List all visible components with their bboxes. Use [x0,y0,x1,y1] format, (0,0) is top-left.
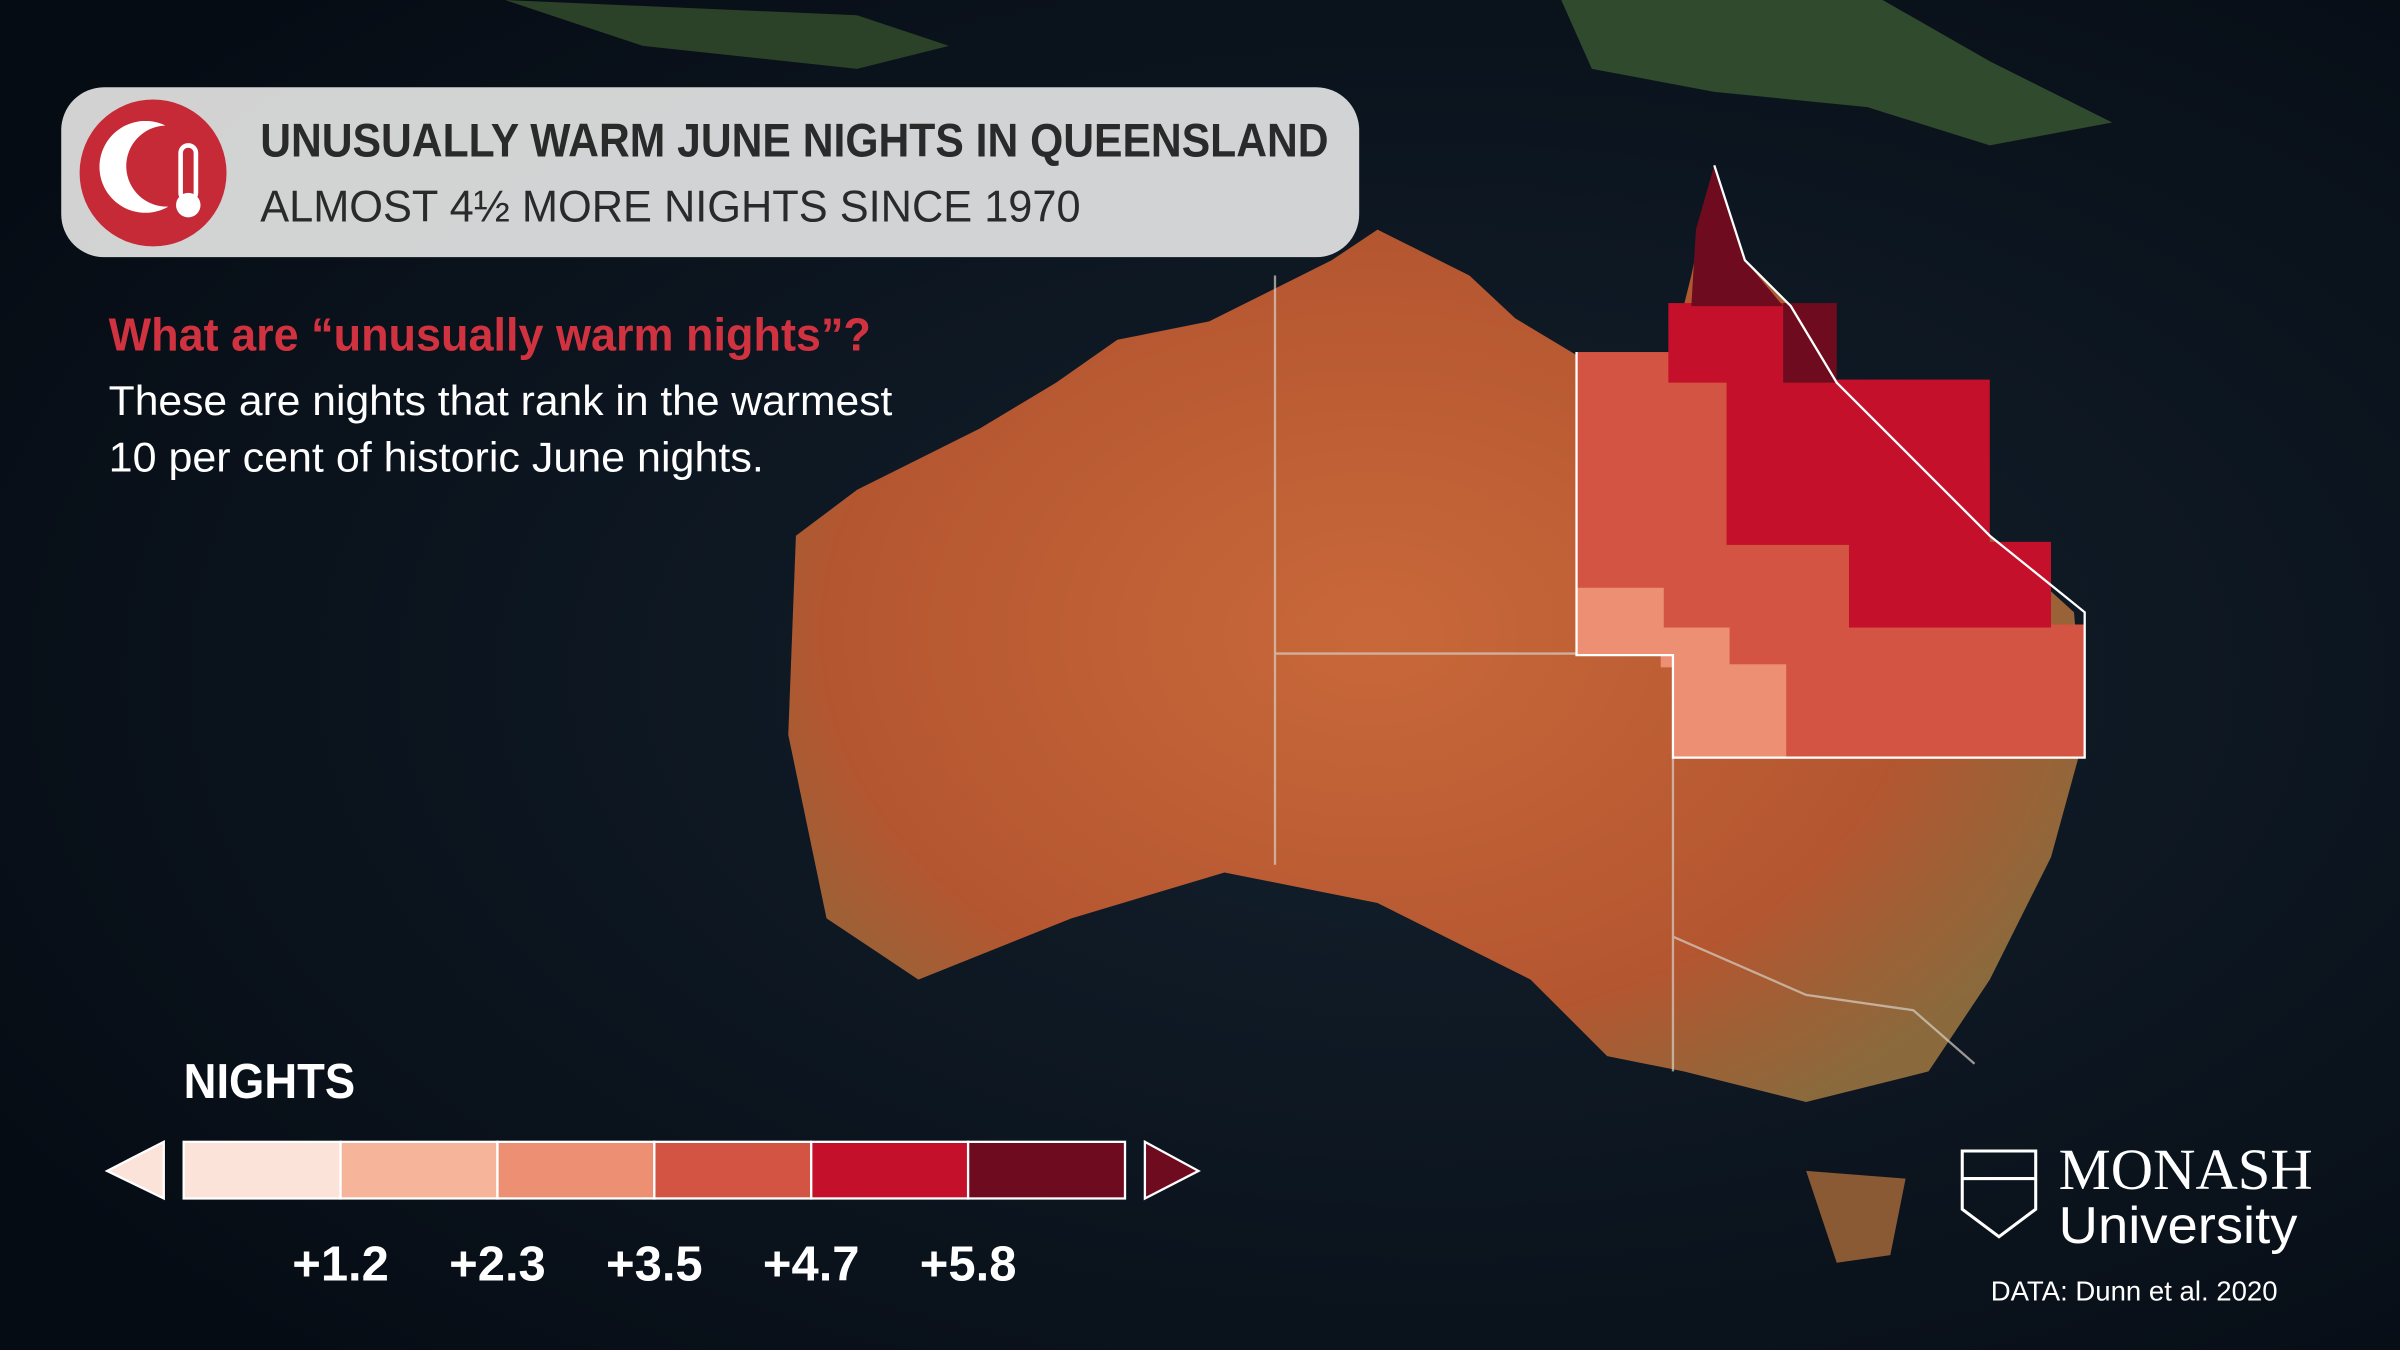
legend-arrow-left [104,1139,165,1201]
moon-icon [99,120,169,213]
grid-cell [1576,587,1664,656]
legend-tick-label: +5.8 [920,1237,1017,1291]
logo-name: MONASH [2059,1137,2313,1202]
logo-subname: University [2059,1197,2298,1255]
grid-cell [1672,664,1787,758]
grid-cell [1726,624,2085,668]
subtitle: ALMOST 4½ MORE NIGHTS SINCE 1970 [260,182,1080,231]
queensland-outline [1575,164,2086,759]
legend-swatch [182,1140,342,1200]
tasmania [1806,1170,1906,1263]
grid-cell [1691,165,1784,307]
crest [1960,1149,2038,1239]
islands [505,0,949,69]
credit: DATA: Dunn et al. 2020 [1991,1276,2278,1307]
legend-swatch [810,1140,970,1200]
grid-cell [1576,352,1730,591]
grid-cell [1848,541,2052,628]
title: UNUSUALLY WARM JUNE NIGHTS IN QUEENSLAND [260,114,1328,167]
new-guinea [1561,0,2113,146]
legend-tick-label: +3.5 [606,1237,703,1291]
grid-cell [1660,627,1730,668]
grid-cell [1836,382,1929,460]
legend-swatch [966,1140,1127,1200]
header-panel [61,87,1360,258]
legend-swatch [339,1140,499,1200]
legend-swatch [653,1140,813,1200]
legend-tick-label: +4.7 [763,1237,860,1291]
grid-cell [1668,303,1787,383]
legend-arrow-right [1143,1139,1201,1201]
legend-tick-label: +2.3 [449,1237,546,1291]
grid-cell [1726,541,1853,591]
state-borders [1273,275,1976,1072]
question: What are “unusually warm nights”? [109,308,871,360]
legend-swatch [496,1140,656,1200]
thermometer-bulb [176,192,201,218]
explainer-line: These are nights that rank in the warmes… [109,378,893,424]
monash-crest [1960,1149,2038,1239]
legend-tick-label: +1.2 [292,1237,389,1291]
grid-cell [1783,664,2085,758]
explainer-line: 10 per cent of historic June nights. [109,435,764,481]
legend-title: NIGHTS [184,1055,355,1109]
legend: +1.2 +2.3 +3.5 +4.7 +5.8 [104,1139,1201,1291]
border [1672,935,1976,1065]
queensland-grid [1575,164,2086,759]
